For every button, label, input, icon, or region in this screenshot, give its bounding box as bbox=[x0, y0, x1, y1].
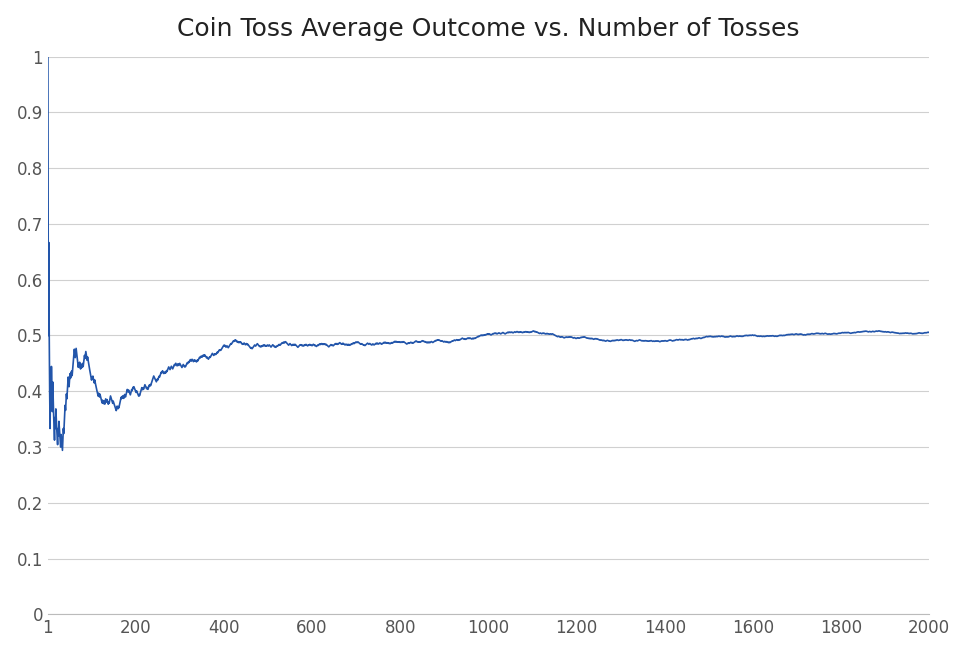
Title: Coin Toss Average Outcome vs. Number of Tosses: Coin Toss Average Outcome vs. Number of … bbox=[177, 16, 800, 41]
